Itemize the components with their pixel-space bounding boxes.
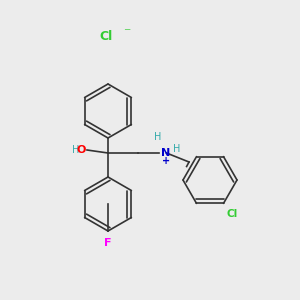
Text: Cl: Cl	[226, 209, 238, 219]
Text: Cl: Cl	[99, 29, 112, 43]
Text: H: H	[72, 145, 80, 155]
Text: F: F	[104, 238, 112, 248]
Text: H: H	[154, 132, 161, 142]
Text: H: H	[172, 143, 180, 154]
Text: N: N	[160, 148, 170, 158]
Text: +: +	[162, 156, 171, 166]
Text: O: O	[76, 145, 86, 155]
Text: ⁻: ⁻	[123, 26, 130, 40]
